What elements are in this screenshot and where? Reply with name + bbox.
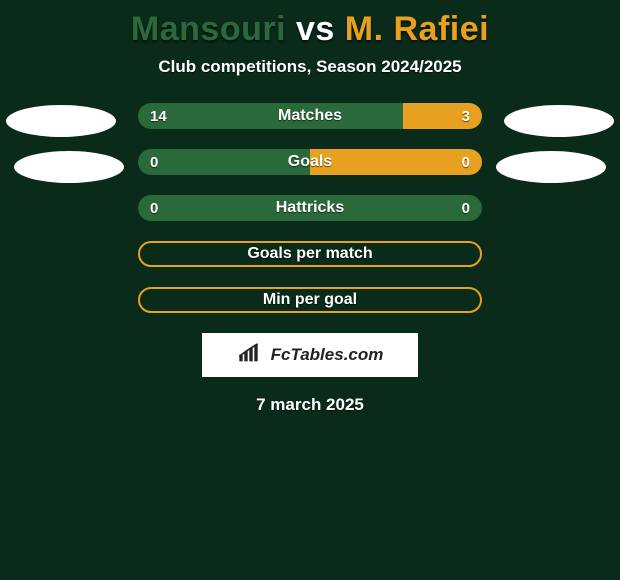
- vs-separator: vs: [286, 10, 345, 48]
- stat-label: Goals per match: [140, 243, 480, 265]
- snapshot-date: 7 march 2025: [0, 395, 620, 415]
- player1-badge-placeholder-2: [14, 151, 124, 183]
- stat-bars: 14 Matches 3 0 Goals 0 0 Hattricks 0 Goa…: [138, 103, 482, 313]
- watermark: FcTables.com: [202, 333, 418, 377]
- stat-label: Min per goal: [140, 289, 480, 311]
- stat-value-right: 0: [450, 195, 482, 221]
- stat-row-goals: 0 Goals 0: [138, 149, 482, 175]
- comparison-title: Mansouri vs M. Rafiei: [0, 0, 620, 49]
- player1-name: Mansouri: [131, 10, 286, 48]
- stat-row-min-per-goal: Min per goal: [138, 287, 482, 313]
- player2-badge-placeholder: [504, 105, 614, 137]
- stat-row-hattricks: 0 Hattricks 0: [138, 195, 482, 221]
- stat-label: Goals: [138, 149, 482, 175]
- stats-area: 14 Matches 3 0 Goals 0 0 Hattricks 0 Goa…: [0, 103, 620, 313]
- season-subtitle: Club competitions, Season 2024/2025: [0, 57, 620, 77]
- stat-label: Matches: [138, 103, 482, 129]
- player2-name: M. Rafiei: [345, 10, 489, 48]
- watermark-text: FcTables.com: [271, 345, 384, 365]
- bar-chart-icon: [237, 343, 265, 368]
- stat-row-matches: 14 Matches 3: [138, 103, 482, 129]
- stat-row-goals-per-match: Goals per match: [138, 241, 482, 267]
- stat-value-right: 3: [450, 103, 482, 129]
- stat-label: Hattricks: [138, 195, 482, 221]
- stat-value-right: 0: [450, 149, 482, 175]
- player1-badge-placeholder: [6, 105, 116, 137]
- player2-badge-placeholder-2: [496, 151, 606, 183]
